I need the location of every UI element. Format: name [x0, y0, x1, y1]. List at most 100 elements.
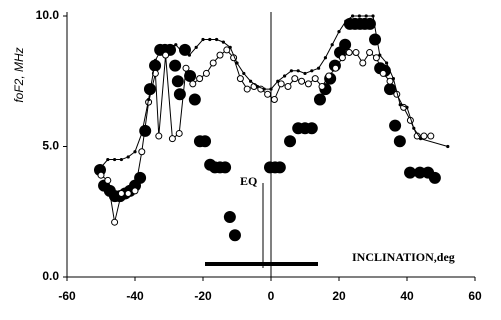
x-tick-label: -20	[194, 289, 212, 303]
point	[168, 135, 176, 143]
point	[106, 157, 110, 162]
point	[111, 218, 119, 226]
point	[389, 119, 402, 132]
point	[169, 59, 182, 72]
x-tick-label: 0	[268, 289, 275, 303]
point	[393, 135, 406, 148]
x-axis-label: INCLINATION,deg	[352, 250, 455, 264]
point	[119, 157, 123, 162]
point	[318, 82, 326, 90]
point	[428, 171, 441, 184]
point	[243, 85, 251, 93]
point	[174, 43, 178, 47]
point	[228, 229, 241, 242]
point	[182, 64, 190, 72]
point	[171, 75, 184, 88]
point	[311, 75, 319, 83]
point	[201, 37, 205, 42]
point	[188, 93, 201, 106]
point	[276, 79, 280, 83]
point	[124, 189, 132, 197]
point	[386, 77, 394, 85]
point	[385, 61, 389, 65]
point	[167, 45, 171, 49]
point	[298, 77, 306, 85]
point	[344, 19, 348, 23]
point	[219, 161, 232, 174]
point	[155, 132, 163, 140]
point	[289, 69, 293, 73]
point	[215, 37, 219, 42]
point	[262, 87, 266, 91]
x-tick-label: -40	[126, 289, 144, 303]
point	[255, 84, 259, 89]
point	[405, 105, 409, 109]
point	[269, 87, 273, 91]
point	[284, 135, 297, 148]
point	[404, 166, 417, 179]
point	[273, 161, 286, 174]
point	[175, 129, 183, 137]
point	[378, 53, 382, 57]
x-tick-label: 20	[332, 289, 346, 303]
point	[199, 135, 212, 148]
point	[310, 69, 314, 73]
point	[330, 43, 334, 47]
point	[283, 74, 287, 78]
point	[153, 58, 157, 62]
x-tick-label: -60	[58, 289, 76, 303]
point	[357, 14, 361, 18]
point	[221, 40, 225, 44]
point	[202, 69, 210, 77]
x-tick-label: 40	[400, 289, 414, 303]
point	[419, 137, 423, 141]
point	[446, 144, 450, 149]
point	[338, 54, 346, 62]
eq-label: EQ	[240, 174, 257, 188]
point	[391, 77, 395, 81]
y-tick-label: 10.0	[36, 8, 60, 22]
point	[379, 69, 387, 77]
point	[398, 103, 402, 107]
point	[187, 53, 191, 57]
point	[351, 14, 355, 18]
point	[264, 90, 272, 98]
point	[104, 176, 112, 184]
point	[332, 64, 340, 72]
point	[277, 80, 285, 88]
point	[97, 171, 105, 179]
point	[216, 51, 224, 59]
y-tick-label: 0.0	[42, 269, 59, 283]
point	[131, 187, 139, 195]
point	[228, 45, 232, 49]
point	[223, 46, 231, 54]
point	[366, 49, 374, 57]
y-axis-label: foF2, MHz	[12, 47, 26, 102]
point	[99, 165, 103, 169]
point	[337, 30, 341, 34]
point	[304, 80, 312, 88]
point	[339, 38, 352, 51]
point	[147, 97, 151, 102]
point	[323, 56, 327, 60]
point	[369, 33, 382, 46]
point	[364, 14, 368, 18]
point	[140, 131, 144, 136]
point	[235, 61, 239, 65]
point	[133, 150, 137, 154]
point	[209, 59, 217, 67]
point	[291, 75, 299, 83]
point	[113, 157, 117, 162]
point	[284, 82, 292, 90]
point	[189, 80, 197, 88]
point	[427, 132, 435, 140]
point	[160, 45, 164, 49]
point	[181, 50, 185, 55]
point	[184, 70, 197, 83]
point	[352, 49, 360, 57]
point	[242, 71, 246, 76]
point	[317, 66, 321, 70]
point	[325, 72, 333, 80]
point	[134, 171, 147, 184]
